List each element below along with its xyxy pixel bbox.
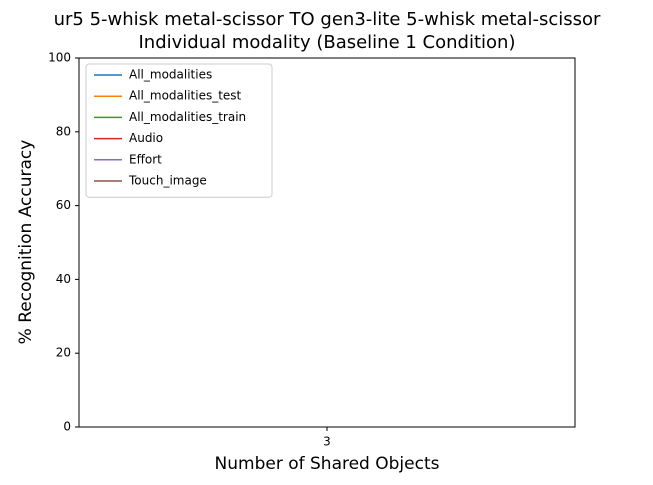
legend-text: Touch_image (128, 174, 207, 188)
legend-text: All_modalities_train (129, 110, 246, 124)
y-tick-label: 0 (63, 420, 71, 434)
legend-text: Audio (129, 131, 163, 145)
legend-text: All_modalities (129, 68, 212, 82)
y-axis-label: % Recognition Accuracy (16, 140, 36, 345)
chart-title: ur5 5-whisk metal-scissor TO gen3-lite 5… (54, 9, 601, 30)
x-axis-label: Number of Shared Objects (215, 454, 440, 474)
y-tick-label: 80 (56, 124, 71, 138)
legend-text: Effort (129, 152, 162, 166)
x-tick-label: 3 (323, 435, 331, 449)
legend-box (85, 63, 273, 198)
y-tick-label: 60 (56, 198, 71, 212)
y-tick-label: 40 (56, 272, 71, 286)
y-tick-label: 100 (48, 51, 71, 65)
legend-text: All_modalities_test (129, 89, 242, 103)
chart-subtitle: Individual modality (Baseline 1 Conditio… (139, 32, 516, 53)
y-tick-label: 20 (56, 346, 71, 360)
plot-frame (78, 57, 576, 428)
